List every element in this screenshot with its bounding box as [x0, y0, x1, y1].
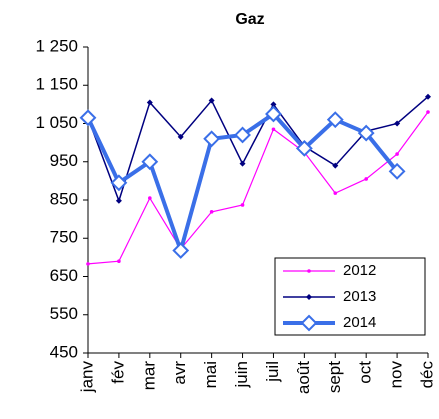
y-tick-label: 1 050: [35, 113, 78, 132]
marker: [239, 160, 246, 167]
legend: 2012 2013 2014: [274, 257, 426, 336]
marker: [307, 269, 311, 273]
y-tick-label: 1 150: [35, 75, 78, 94]
marker: [110, 174, 128, 192]
marker: [295, 139, 313, 157]
marker: [203, 130, 221, 148]
x-tick-label: juin: [232, 361, 251, 388]
marker: [240, 203, 245, 207]
x-tick-label: mai: [201, 361, 220, 388]
marker: [395, 152, 399, 156]
marker: [115, 197, 122, 204]
marker: [141, 153, 159, 171]
x-tick-label: juil: [263, 361, 282, 383]
x-tick-label: avr: [170, 361, 189, 385]
marker: [265, 105, 282, 123]
marker: [271, 127, 276, 132]
chart-title: Gaz: [235, 11, 264, 28]
marker: [146, 99, 153, 106]
y-tick-label: 550: [50, 304, 78, 323]
series-line: [87, 111, 429, 265]
legend-label: 2013: [343, 288, 376, 305]
marker: [357, 124, 375, 142]
marker: [234, 126, 251, 144]
marker: [332, 162, 339, 169]
marker: [425, 93, 431, 100]
marker: [79, 109, 97, 127]
marker: [388, 162, 406, 180]
y-tick-label: 750: [50, 228, 78, 247]
x-tick-label: déc: [417, 361, 436, 389]
marker: [86, 262, 90, 266]
y-tick-label: 450: [50, 342, 78, 361]
marker: [364, 177, 368, 181]
marker: [326, 111, 344, 129]
x-tick-label: oct: [356, 361, 375, 384]
x-tick-label: mar: [139, 361, 158, 391]
marker: [333, 191, 338, 195]
marker: [148, 196, 152, 200]
marker: [209, 210, 214, 214]
x-tick-label: janv: [77, 361, 96, 394]
marker: [426, 110, 430, 114]
x-tick-label: août: [294, 361, 313, 394]
marker: [208, 97, 215, 104]
x-tick-label: nov: [387, 361, 406, 389]
marker: [394, 120, 401, 127]
y-tick-label: 1 250: [35, 36, 78, 55]
marker: [117, 259, 121, 264]
x-tick-label: sept: [325, 361, 344, 393]
marker: [172, 242, 190, 259]
legend-label: 2012: [343, 262, 376, 279]
y-tick-label: 850: [50, 189, 78, 208]
legend-label: 2014: [343, 314, 376, 331]
marker: [177, 133, 184, 140]
y-tick-label: 950: [50, 151, 78, 170]
marker: [300, 314, 318, 332]
y-tick-label: 650: [50, 266, 78, 285]
x-tick-label: fév: [108, 361, 127, 384]
marker: [306, 294, 312, 300]
marker: [270, 101, 277, 108]
